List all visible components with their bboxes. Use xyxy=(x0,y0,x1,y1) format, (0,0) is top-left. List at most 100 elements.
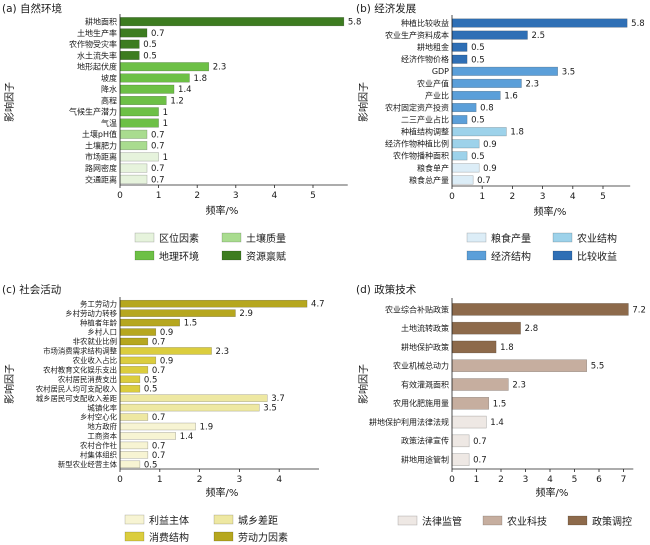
category-label: 降水 xyxy=(101,84,117,94)
value-label: 0.7 xyxy=(151,142,165,152)
y-axis-label: 影响因子 xyxy=(357,364,370,404)
bar-d-1 xyxy=(451,303,629,316)
value-label: 1.4 xyxy=(490,418,504,428)
legend-label: 法律监管 xyxy=(422,515,462,528)
value-label: 2.9 xyxy=(239,309,253,319)
x-tick-label: 2 xyxy=(194,191,200,201)
bar-a-4 xyxy=(119,50,140,60)
category-label: 土壤肥力 xyxy=(85,140,117,150)
value-label: 1.8 xyxy=(193,74,207,84)
bar-b-13 xyxy=(451,163,480,173)
y-axis-label: 影响因子 xyxy=(357,82,370,122)
x-tick-label: 0 xyxy=(449,475,455,485)
legend-label: 利益主体 xyxy=(149,514,189,527)
category-label: 乡村劳动力转移 xyxy=(65,309,117,318)
bars-layer: 种植比较收益 5.8 农业生产资料成本 2.5 耕地租金 0.5 经济作物价格 0.5 GDP 3… xyxy=(385,18,645,186)
x-tick-label: 4 xyxy=(570,192,576,202)
value-label: 0.8 xyxy=(480,104,494,114)
legend-swatch xyxy=(466,232,487,243)
category-label: 路网密度 xyxy=(85,163,117,173)
value-label: 0.5 xyxy=(471,152,485,162)
value-label: 0.9 xyxy=(483,140,497,150)
value-label: 1.8 xyxy=(510,128,524,138)
category-label: 粮食总产量 xyxy=(409,175,449,185)
bar-c-5 xyxy=(119,337,149,346)
category-label: 气候生产潜力 xyxy=(69,107,117,117)
x-tick-label: 2 xyxy=(498,475,504,485)
legend-swatch xyxy=(466,250,487,261)
category-label: 耕地保护政策 xyxy=(401,342,449,352)
x-tick-label: 2 xyxy=(197,475,203,485)
legend-swatch xyxy=(213,531,234,542)
bar-a-15 xyxy=(119,174,148,184)
x-tick-label: 5 xyxy=(572,475,578,485)
x-tick-label: 4 xyxy=(276,475,282,485)
bar-d-4 xyxy=(451,359,587,372)
bar-c-1 xyxy=(119,299,308,308)
bars-layer: 耕地面积 5.8 土地生产率 0.7 农作物受灾率 0.5 水土流失率 0.5 地形起伏度 2.3… xyxy=(69,17,361,186)
bar-b-9 xyxy=(451,115,468,125)
legend-label: 比较收益 xyxy=(577,250,617,263)
x-tick-label: 3 xyxy=(540,192,546,202)
category-label: 农业生产资料成本 xyxy=(385,30,449,40)
bar-c-7 xyxy=(119,356,157,365)
category-label: 乡村空心化 xyxy=(80,413,118,422)
bar-c-4 xyxy=(119,328,157,336)
value-label: 0.7 xyxy=(473,437,487,447)
value-label: 0.5 xyxy=(144,375,158,385)
legend-label: 消费结构 xyxy=(149,531,189,544)
bar-c-6 xyxy=(119,347,212,355)
bar-c-8 xyxy=(119,366,149,374)
category-label: 高程 xyxy=(101,95,117,105)
bar-c-17 xyxy=(119,451,149,459)
bar-b-4 xyxy=(451,54,468,64)
y-axis-label: 影响因子 xyxy=(3,364,16,404)
x-tick-label: 0 xyxy=(117,191,123,201)
value-label: 0.7 xyxy=(152,338,166,348)
x-tick-label: 0 xyxy=(117,475,123,485)
value-label: 0.9 xyxy=(160,356,174,366)
value-label: 0.7 xyxy=(151,130,165,140)
value-label: 1.8 xyxy=(500,343,514,353)
bar-b-2 xyxy=(451,30,528,40)
bar-d-5 xyxy=(451,378,509,391)
category-label: 工商资本 xyxy=(87,432,117,441)
category-label: 耕地租金 xyxy=(417,42,449,52)
category-label: 坡度 xyxy=(101,73,117,83)
category-label: 水土流失率 xyxy=(77,50,117,60)
category-label: 耕地保护利用法律法规 xyxy=(369,417,449,427)
value-label: 1.4 xyxy=(178,85,192,95)
x-axis-label: 频率/% xyxy=(536,486,569,499)
category-label: 农作物播种面积 xyxy=(393,151,449,161)
bar-d-8 xyxy=(451,434,470,448)
value-label: 2.3 xyxy=(525,79,539,89)
category-label: 地方政府 xyxy=(87,422,117,431)
bar-c-11 xyxy=(119,394,268,402)
category-label: 非农就业比例 xyxy=(73,337,117,346)
legend-swatch xyxy=(134,250,155,261)
bar-b-5 xyxy=(451,66,558,76)
value-label: 1.5 xyxy=(184,319,198,329)
value-label: 1.4 xyxy=(180,432,194,442)
value-label: 1.6 xyxy=(504,91,518,101)
panel-d-policy-technology: (d) 政策技术 频率/% 影响因子 农业综合补贴政策 7.2 土地流转政策 2.8 耕… xyxy=(356,283,646,528)
value-label: 0.5 xyxy=(144,460,158,470)
category-label: 经济作物价格 xyxy=(401,54,449,64)
category-label: 粮食单产 xyxy=(417,163,449,173)
value-label: 0.5 xyxy=(143,51,157,61)
legend-swatch xyxy=(213,514,234,525)
legend-label: 政策调控 xyxy=(592,515,632,528)
category-label: 农用化肥施用量 xyxy=(393,398,449,408)
category-label: 经济作物种植比例 xyxy=(385,139,449,149)
x-tick-label: 4 xyxy=(547,475,553,485)
bar-a-12 xyxy=(119,141,148,151)
bars-layer: 务工劳动力 4.7 乡村劳动力转移 2.9 种植者年龄 1.5 乡村人口 0.9 非农就业比例 0… xyxy=(36,299,325,470)
legend: 法律监管 农业科技 政策调控 xyxy=(397,515,632,528)
value-label: 4.7 xyxy=(311,300,325,310)
value-label: 0.7 xyxy=(151,175,165,185)
bars-layer: 农业综合补贴政策 7.2 土地流转政策 2.8 耕地保护政策 1.8 农业机械总动力 5.5 有… xyxy=(369,303,646,466)
value-label: 3.5 xyxy=(263,404,277,414)
legend-label: 区位因素 xyxy=(159,232,199,245)
